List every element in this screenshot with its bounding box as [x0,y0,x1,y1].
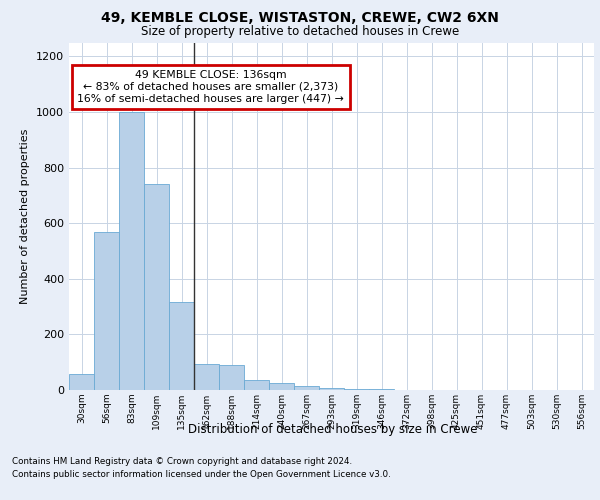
Text: Contains HM Land Registry data © Crown copyright and database right 2024.: Contains HM Land Registry data © Crown c… [12,457,352,466]
Bar [169,302,194,390]
Text: 49 KEMBLE CLOSE: 136sqm
← 83% of detached houses are smaller (2,373)
16% of semi: 49 KEMBLE CLOSE: 136sqm ← 83% of detache… [77,70,344,104]
Bar [94,232,119,390]
Bar [319,388,344,390]
Bar [344,388,369,390]
Y-axis label: Number of detached properties: Number of detached properties [20,128,31,304]
Text: Size of property relative to detached houses in Crewe: Size of property relative to detached ho… [141,25,459,38]
Text: Contains public sector information licensed under the Open Government Licence v3: Contains public sector information licen… [12,470,391,479]
Text: Distribution of detached houses by size in Crewe: Distribution of detached houses by size … [188,422,478,436]
Bar [294,386,319,390]
Bar [219,365,244,390]
Bar [269,383,294,390]
Text: 49, KEMBLE CLOSE, WISTASTON, CREWE, CW2 6XN: 49, KEMBLE CLOSE, WISTASTON, CREWE, CW2 … [101,11,499,25]
Bar [244,380,269,390]
Bar [119,112,144,390]
Bar [69,374,94,390]
Bar [194,364,219,390]
Bar [144,184,169,390]
